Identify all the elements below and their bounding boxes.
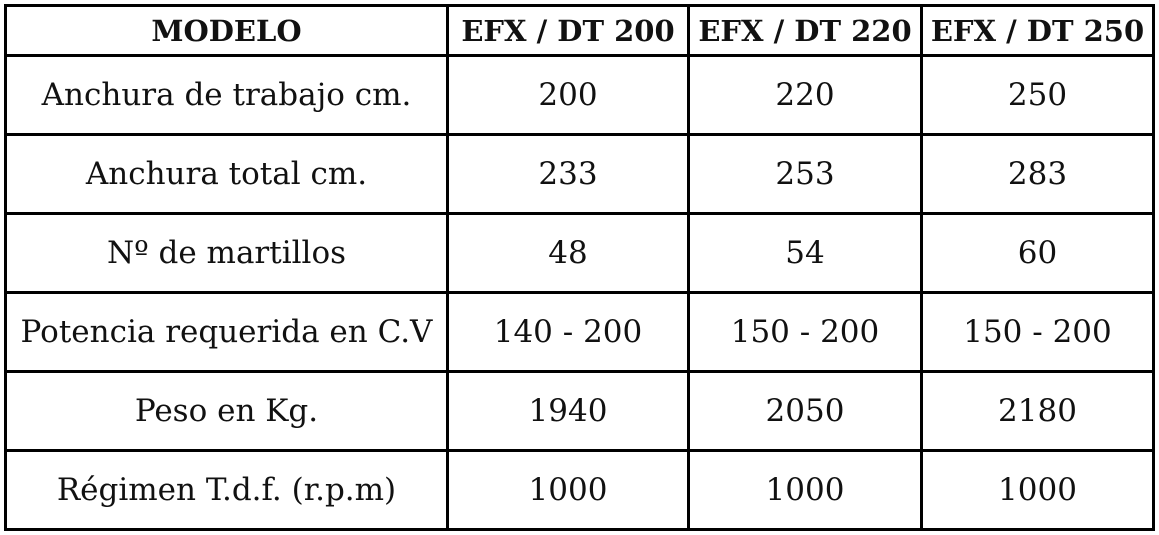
value-cell: 150 - 200 <box>687 291 923 373</box>
value-cell: 54 <box>687 212 923 294</box>
table-row: Nº de martillos 48 54 60 <box>4 212 1155 294</box>
value-cell: 1000 <box>687 449 923 531</box>
header-cell: EFX / DT 220 <box>687 4 923 57</box>
spec-table: MODELO EFX / DT 200 EFX / DT 220 EFX / DT 2… <box>4 4 1155 531</box>
value-cell: 2180 <box>920 370 1155 452</box>
value-cell: 140 - 200 <box>446 291 690 373</box>
value-cell: 220 <box>687 54 923 136</box>
value-cell: 150 - 200 <box>920 291 1155 373</box>
value-cell: 1000 <box>920 449 1155 531</box>
table-body: Anchura de trabajo cm. 200 220 250 Anchura t… <box>4 54 1155 531</box>
value-cell: 2050 <box>687 370 923 452</box>
value-cell: 1940 <box>446 370 690 452</box>
table-row: Anchura total cm. 233 253 283 <box>4 133 1155 215</box>
row-label: Anchura total cm. <box>4 133 449 215</box>
table-row: Potencia requerida en C.V 140 - 200 150 - … <box>4 291 1155 373</box>
value-cell: 233 <box>446 133 690 215</box>
value-cell: 283 <box>920 133 1155 215</box>
value-cell: 250 <box>920 54 1155 136</box>
table-row: Peso en Kg. 1940 2050 2180 <box>4 370 1155 452</box>
row-label: Potencia requerida en C.V <box>4 291 449 373</box>
value-cell: 48 <box>446 212 690 294</box>
value-cell: 200 <box>446 54 690 136</box>
row-label: Peso en Kg. <box>4 370 449 452</box>
row-label: Nº de martillos <box>4 212 449 294</box>
header-cell: EFX / DT 250 <box>920 4 1155 57</box>
table-row: Régimen T.d.f. (r.p.m) 1000 1000 1000 <box>4 449 1155 531</box>
row-label: Régimen T.d.f. (r.p.m) <box>4 449 449 531</box>
value-cell: 60 <box>920 212 1155 294</box>
value-cell: 253 <box>687 133 923 215</box>
row-label: Anchura de trabajo cm. <box>4 54 449 136</box>
table-row: Anchura de trabajo cm. 200 220 250 <box>4 54 1155 136</box>
header-row: MODELO EFX / DT 200 EFX / DT 220 EFX / DT 2… <box>4 4 1155 57</box>
header-cell: MODELO <box>4 4 449 57</box>
value-cell: 1000 <box>446 449 690 531</box>
table-header: MODELO EFX / DT 200 EFX / DT 220 EFX / DT 2… <box>4 4 1155 57</box>
header-cell: EFX / DT 200 <box>446 4 690 57</box>
